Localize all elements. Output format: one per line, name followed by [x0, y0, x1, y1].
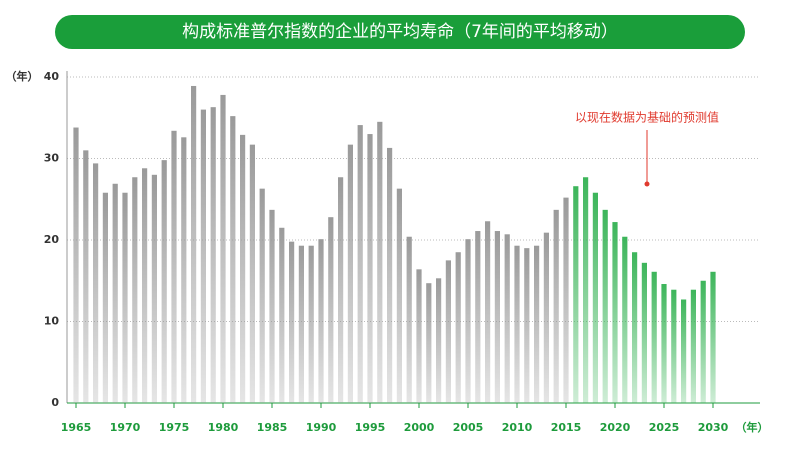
bar — [475, 231, 481, 403]
annotation-dot — [644, 181, 650, 187]
bar — [534, 245, 540, 403]
bar — [494, 231, 500, 403]
bar — [298, 245, 304, 403]
bar — [553, 209, 559, 403]
bar — [161, 160, 167, 403]
bar — [181, 137, 187, 403]
bar — [220, 94, 226, 404]
bar — [171, 130, 177, 404]
x-tick-label: 1990 — [306, 421, 337, 434]
bar — [622, 236, 628, 403]
bar — [112, 183, 118, 403]
x-tick-label: 2005 — [453, 421, 484, 434]
x-tick-label: 1965 — [61, 421, 92, 434]
bar — [671, 289, 677, 403]
x-tick-label: 2030 — [698, 421, 729, 434]
bar — [583, 177, 589, 403]
x-unit: （年） — [736, 420, 769, 434]
bar — [436, 278, 442, 403]
x-tick-label: 2015 — [551, 421, 582, 434]
bar — [445, 260, 451, 403]
bar — [710, 271, 716, 403]
x-tick-label: 2020 — [600, 421, 631, 434]
bar — [357, 125, 363, 404]
bar — [396, 188, 402, 403]
bar — [592, 192, 598, 403]
bar — [93, 163, 99, 403]
bar — [700, 280, 706, 403]
bar — [632, 252, 638, 403]
bar — [681, 299, 687, 403]
x-tick-label: 2010 — [502, 421, 533, 434]
bar — [308, 245, 314, 403]
bar — [83, 150, 89, 403]
bar — [318, 239, 324, 403]
y-tick-label: 0 — [51, 396, 59, 409]
bar — [338, 177, 344, 403]
bar — [426, 283, 432, 403]
bar — [367, 134, 373, 404]
x-tick-label: 1975 — [159, 421, 190, 434]
bar — [210, 107, 216, 403]
bar — [465, 239, 471, 403]
bar — [690, 289, 696, 403]
x-tick-label: 2025 — [649, 421, 680, 434]
y-tick-label: 40 — [44, 70, 60, 83]
x-tick-label: 2000 — [404, 421, 435, 434]
chart-title: 构成标准普尔指数的企业的平均寿命（7年间的平均移动） — [182, 22, 618, 42]
y-unit: （年） — [6, 69, 39, 83]
bar — [641, 262, 647, 403]
bar — [259, 188, 265, 403]
bar — [573, 186, 579, 403]
bar — [102, 192, 108, 403]
x-tick-label: 1985 — [257, 421, 288, 434]
x-tick-label: 1980 — [208, 421, 239, 434]
bar — [543, 232, 549, 403]
bar — [249, 144, 255, 403]
bar — [406, 236, 412, 403]
bar — [230, 116, 236, 404]
bar — [132, 177, 138, 403]
y-tick-label: 20 — [44, 233, 60, 246]
bar — [504, 234, 510, 403]
bar — [347, 144, 353, 403]
annotation: 以现在数据为基础的预测值 — [575, 110, 719, 125]
bar — [151, 174, 157, 403]
bar — [377, 121, 383, 403]
bar — [563, 197, 569, 403]
bar — [73, 127, 79, 403]
bar — [514, 245, 520, 403]
bar — [200, 109, 206, 403]
bar — [279, 227, 285, 403]
bar — [387, 147, 393, 403]
bar — [485, 221, 491, 403]
bar — [269, 209, 275, 403]
title-banner — [55, 15, 745, 49]
bar — [328, 217, 334, 403]
x-tick-label: 1995 — [355, 421, 386, 434]
bar — [524, 248, 530, 403]
bar — [416, 269, 422, 403]
bar — [289, 241, 295, 403]
bar — [661, 284, 667, 403]
bar — [651, 271, 657, 403]
y-tick-label: 30 — [44, 152, 60, 165]
bar — [602, 209, 608, 403]
bar — [122, 192, 128, 403]
y-tick-label: 10 — [44, 315, 60, 328]
bar — [240, 134, 246, 404]
x-tick-label: 1970 — [110, 421, 141, 434]
bar — [191, 85, 197, 403]
bar — [455, 252, 461, 403]
bar — [612, 222, 618, 403]
bar — [142, 168, 148, 403]
